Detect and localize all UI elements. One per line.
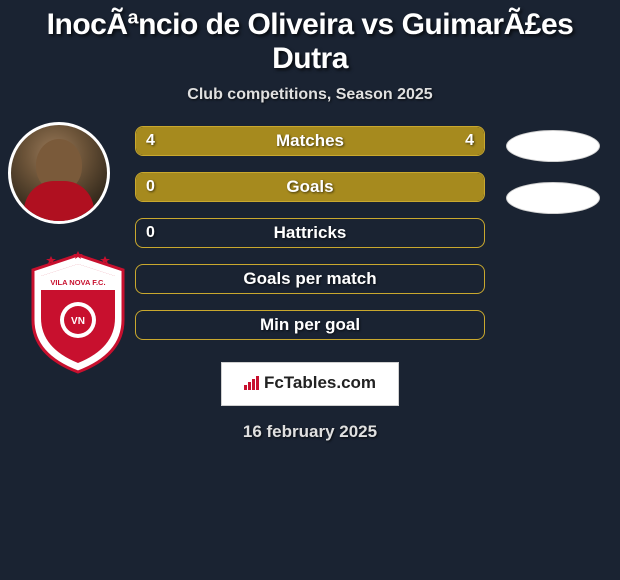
stat-row-hattricks: 0 Hattricks bbox=[135, 218, 485, 248]
subtitle: Club competitions, Season 2025 bbox=[0, 82, 620, 122]
stat-label: Hattricks bbox=[274, 223, 347, 243]
svg-text:VILA NOVA F.C.: VILA NOVA F.C. bbox=[50, 278, 105, 287]
stat-label: Goals per match bbox=[243, 269, 376, 289]
stat-row-gpm: Goals per match bbox=[135, 264, 485, 294]
stat-left-value: 0 bbox=[146, 178, 155, 196]
brand-box: FcTables.com bbox=[221, 362, 399, 406]
stat-row-goals: 0 Goals bbox=[135, 172, 485, 202]
date-text: 16 february 2025 bbox=[0, 422, 620, 442]
stat-label: Matches bbox=[276, 131, 344, 151]
stat-row-mpg: Min per goal bbox=[135, 310, 485, 340]
stat-label: Goals bbox=[286, 177, 333, 197]
club-logo: VILA NOVA F.C. VN bbox=[23, 250, 133, 375]
stats-panel: 4 Matches 4 0 Goals 0 Hattricks Goals pe… bbox=[135, 122, 485, 340]
stat-right-value: 4 bbox=[465, 132, 474, 150]
player-placeholder-1 bbox=[506, 130, 600, 162]
stat-left-value: 4 bbox=[146, 132, 155, 150]
stat-row-matches: 4 Matches 4 bbox=[135, 126, 485, 156]
stat-left-value: 0 bbox=[146, 224, 155, 242]
page-title: InocÃªncio de Oliveira vs GuimarÃ£es Dut… bbox=[0, 0, 620, 82]
player-avatar bbox=[8, 122, 110, 224]
stat-label: Min per goal bbox=[260, 315, 360, 335]
shield-icon: VILA NOVA F.C. VN bbox=[23, 250, 133, 375]
brand-text: FcTables.com bbox=[264, 373, 376, 392]
brand-bars-icon bbox=[244, 375, 262, 395]
player-placeholder-2 bbox=[506, 182, 600, 214]
svg-text:VN: VN bbox=[71, 316, 85, 327]
